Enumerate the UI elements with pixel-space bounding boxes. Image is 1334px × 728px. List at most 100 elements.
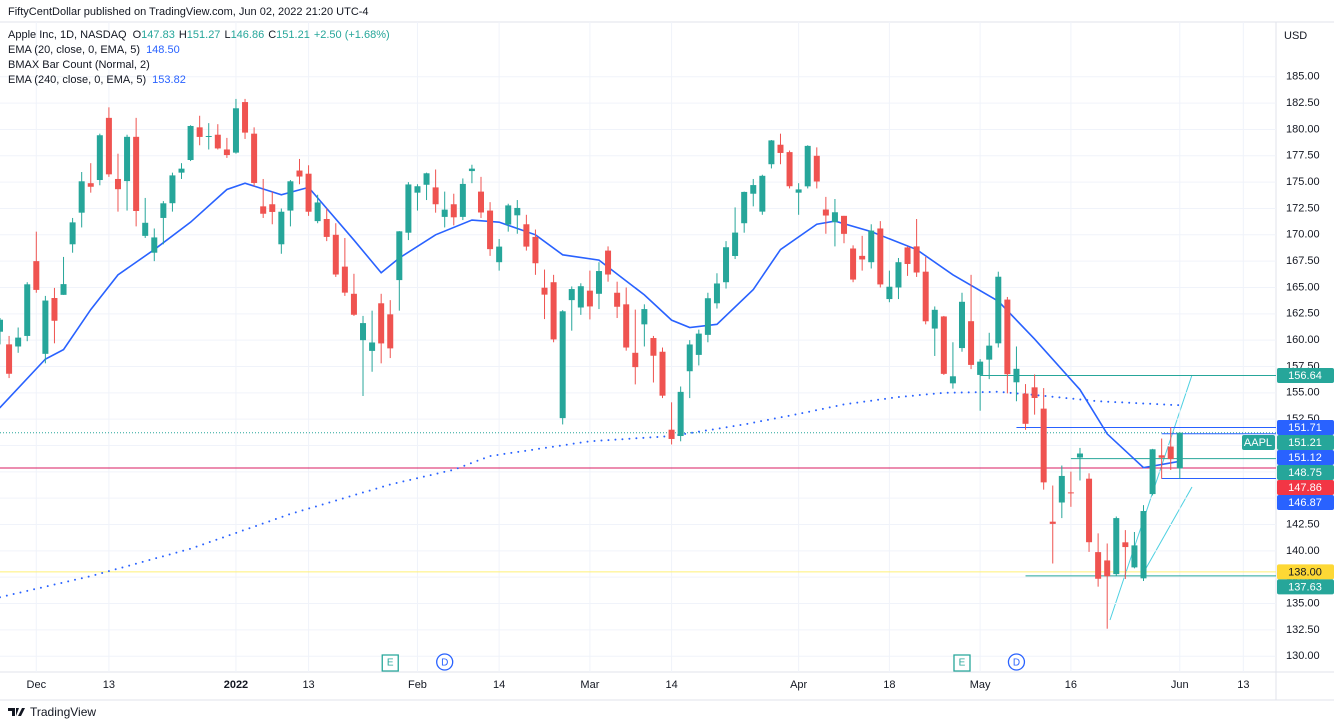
- candle-body: [1131, 545, 1138, 568]
- candle-body: [414, 186, 421, 193]
- event-label: D: [441, 658, 448, 669]
- candle-body: [1113, 518, 1120, 575]
- candle-body: [931, 309, 938, 329]
- candle-body: [96, 135, 103, 181]
- brand: TradingView: [30, 705, 96, 719]
- candle-body: [1013, 368, 1020, 383]
- candle-body: [269, 204, 276, 212]
- logo: TradingView: [8, 705, 96, 719]
- price-tag: 146.87: [1277, 494, 1334, 510]
- candle-body: [523, 224, 530, 247]
- x-tick-label: 13: [1237, 679, 1249, 691]
- candle-body: [732, 232, 739, 256]
- candle-body: [42, 300, 49, 354]
- x-tick-label: 14: [665, 679, 677, 691]
- candle-body: [314, 202, 321, 222]
- candle-body: [305, 173, 312, 212]
- header-ohlc: Apple Inc, 1D, NASDAQ O147.83 H151.27 L146.…: [8, 29, 390, 41]
- candle-body: [287, 181, 294, 211]
- x-tick-label: Jun: [1171, 679, 1189, 691]
- price-tag-label: 137.63: [1288, 581, 1322, 593]
- event-label: D: [1013, 658, 1020, 669]
- candle-body: [251, 133, 258, 183]
- y-tick-label: 172.50: [1286, 202, 1320, 214]
- candle-body: [1104, 560, 1111, 577]
- dividend-icon: [436, 653, 454, 671]
- candle-body: [187, 125, 194, 161]
- candle-body: [750, 185, 757, 194]
- legend-name: EMA (20, close, 0, EMA, 5): [8, 44, 140, 56]
- trend-line: [1144, 486, 1193, 571]
- candle-body: [550, 282, 557, 340]
- grid: [0, 22, 1276, 672]
- y-tick-label: 132.50: [1286, 624, 1320, 636]
- candle-body: [423, 173, 430, 185]
- candle-body: [822, 209, 829, 216]
- candle-body: [886, 286, 893, 300]
- candle-body: [677, 391, 684, 437]
- candle-body: [940, 316, 947, 374]
- candle-body: [1086, 478, 1093, 543]
- ema-dotted: [0, 390, 1181, 599]
- legend-name: EMA (240, close, 0, EMA, 5): [8, 74, 146, 86]
- candle-body: [777, 144, 784, 153]
- candle-body: [695, 333, 702, 355]
- price-tag-bg: [1277, 368, 1334, 384]
- candle-body: [759, 175, 766, 212]
- candle-body: [568, 289, 575, 301]
- price-tag-label: 156.64: [1288, 370, 1322, 382]
- x-tick-label: May: [970, 679, 991, 691]
- ohlc-value: 151.27: [187, 29, 221, 41]
- price-tag-label: 151.21: [1288, 437, 1322, 449]
- y-tick-label: 155.00: [1286, 387, 1320, 399]
- candle-body: [232, 108, 239, 153]
- candle-body: [859, 255, 866, 260]
- candle-body: [786, 152, 793, 187]
- candle-body: [242, 102, 249, 133]
- candle-body: [668, 429, 675, 439]
- currency: USD: [1284, 30, 1307, 42]
- price-tag: 151.12: [1277, 449, 1334, 465]
- candle-body: [178, 168, 185, 173]
- candle-body: [595, 271, 602, 294]
- candle-body: [133, 136, 140, 211]
- candle-body: [441, 209, 448, 217]
- change: +2.50 (+1.68%): [314, 29, 390, 41]
- price-tag: 151.71: [1277, 419, 1334, 435]
- ohlc-key: L: [224, 29, 230, 41]
- candle-body: [87, 183, 94, 187]
- candles: [0, 98, 1183, 629]
- candle-body: [768, 140, 775, 165]
- candle-body: [432, 187, 439, 205]
- x-tick-label: 14: [493, 679, 505, 691]
- candle-body: [369, 342, 376, 351]
- candle-body: [686, 344, 693, 372]
- price-tag-bg: [1277, 564, 1334, 580]
- candle-body: [1040, 408, 1047, 483]
- candle-body: [1058, 475, 1065, 503]
- price-tag-label: 148.75: [1288, 467, 1322, 479]
- candle-body: [831, 212, 838, 223]
- candle-body: [877, 228, 884, 285]
- candle-body: [1140, 511, 1147, 579]
- candle-body: [477, 191, 484, 213]
- candle-body: [0, 319, 3, 332]
- candle-body: [78, 181, 85, 213]
- candle-body: [296, 170, 303, 177]
- candle-body: [659, 351, 666, 396]
- candle-body: [223, 149, 230, 156]
- candle-body: [323, 219, 330, 237]
- candle-body: [532, 236, 539, 264]
- candle-body: [396, 231, 403, 281]
- candle-body: [1167, 446, 1174, 460]
- candle-body: [704, 298, 711, 335]
- candle-body: [160, 203, 167, 218]
- symbol: Apple Inc, 1D, NASDAQ: [8, 29, 127, 41]
- candle-body: [958, 301, 965, 349]
- candle-body: [450, 204, 457, 218]
- ohlc-key: H: [179, 29, 187, 41]
- x-tick-label: Apr: [790, 679, 807, 691]
- candle-body: [650, 338, 657, 356]
- candle-body: [922, 271, 929, 322]
